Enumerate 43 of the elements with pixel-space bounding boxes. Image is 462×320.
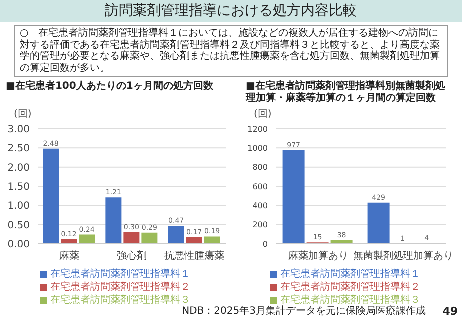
bar — [168, 226, 184, 244]
y-tick-label: 1.50 — [8, 182, 30, 194]
bar — [186, 237, 202, 244]
bar — [79, 234, 96, 244]
y-tick-label: 3.00 — [8, 124, 30, 136]
x-tick-label: 麻薬加算あり — [288, 250, 348, 262]
y-tick-label: 2.50 — [8, 144, 30, 155]
x-tick-label: 無菌製剤処理加算あり — [354, 250, 454, 262]
text: 49 — [442, 305, 458, 318]
x-tick-label: 強心剤 — [117, 250, 147, 262]
bar — [204, 236, 220, 244]
text: NDB：2025年3月集計データを元に保険局医療課作成 — [182, 304, 426, 318]
legend-label: 在宅患者訪問薬剤管理指導料１ — [50, 269, 190, 280]
legend-label: 在宅患者訪問薬剤管理指導料２ — [50, 282, 190, 293]
y-tick-label: 200 — [252, 220, 268, 230]
chart-title: ■在宅患者訪問薬剤管理指導料別無菌製剤処理加算・麻薬等加算の１ヶ月間の算定回数 — [246, 81, 446, 106]
bar — [142, 232, 158, 244]
text: 訪問薬剤管理指導における処方内容比較 — [0, 0, 462, 22]
y-tick-label: 0 — [262, 240, 268, 249]
y-tick-label: 600 — [252, 182, 268, 192]
bar — [43, 148, 60, 244]
y-tick-label: 800 — [252, 163, 268, 172]
y-tick-label: 0.50 — [8, 220, 30, 232]
y-tick-label: 2.00 — [8, 162, 30, 174]
x-tick-label: 抗悪性腫瘍薬 — [164, 250, 225, 262]
bar — [282, 150, 305, 244]
y-tick-label: 1000 — [248, 144, 268, 154]
legend-label: 在宅患者訪問薬剤管理指導料３ — [280, 295, 420, 306]
x-tick-label: 麻薬 — [59, 250, 80, 262]
text: ○ 在宅患者訪問薬剤管理指導料１においては、施設などの複数人が居住する建物への訪問に対する評価である在宅患者訪問薬剤管理指導料２及び同指導料３と比較すると、より高度な薬学的管理が必要となる麻薬や、強心剤または抗悪性腫瘍薬を含む処方回数、無菌製剤処理加算の算定回数が多い。 — [14, 25, 448, 77]
legend-label: 在宅患者訪問薬剤管理指導料３ — [50, 295, 190, 306]
legend-label: 在宅患者訪問薬剤管理指導料２ — [280, 282, 420, 293]
y-tick-label: 400 — [252, 202, 268, 211]
bar — [368, 202, 390, 244]
y-tick-label: 0.00 — [8, 240, 30, 251]
y-axis-title: (回) — [14, 108, 33, 120]
y-tick-label: 1200 — [248, 124, 268, 134]
bar — [106, 198, 122, 244]
legend-label: 在宅患者訪問薬剤管理指導料１ — [280, 269, 420, 280]
bar — [124, 232, 140, 244]
chart-title: ■在宅患者100人あたりの1ヶ月間の処方回数 — [6, 81, 214, 94]
y-axis-title: (回) — [254, 108, 273, 120]
y-tick-label: 1.00 — [8, 201, 30, 212]
